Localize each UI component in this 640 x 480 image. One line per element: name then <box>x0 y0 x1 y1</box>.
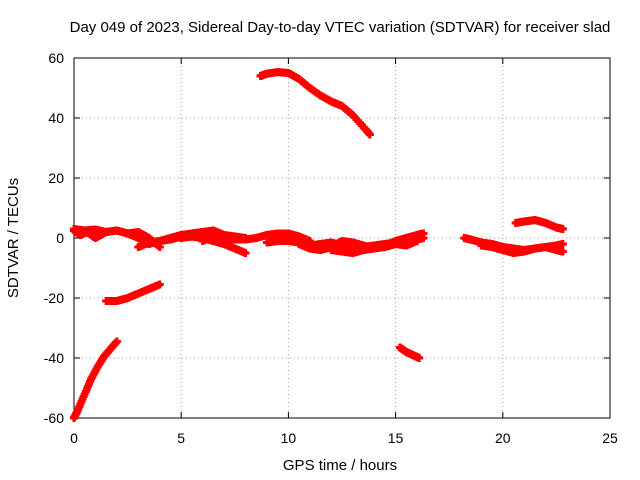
data-point <box>558 225 567 233</box>
y-tick-label: 40 <box>48 110 64 126</box>
data-point <box>558 247 567 256</box>
x-tick-label: 15 <box>388 430 404 446</box>
x-tick-label: 0 <box>70 430 78 446</box>
data-point <box>365 130 374 139</box>
y-tick-label: -60 <box>44 410 64 426</box>
series-seg-f <box>198 229 314 245</box>
y-tick-label: 20 <box>48 170 64 186</box>
series-seg-m <box>395 343 424 362</box>
series-seg-e <box>145 226 229 248</box>
y-tick-label: -40 <box>44 350 64 366</box>
x-tick-label: 20 <box>495 430 511 446</box>
series-seg-j <box>256 68 374 139</box>
series-seg-l <box>70 337 121 422</box>
y-tick-label: 0 <box>56 230 64 246</box>
data-point <box>112 337 121 346</box>
x-axis-label: GPS time / hours <box>283 457 397 474</box>
x-tick-label: 25 <box>602 430 618 446</box>
tick-layer: 0 5 10 15 20 25 -60 -40 -20 0 20 40 60 <box>44 50 618 446</box>
y-axis-label: SDTVAR / TECUs <box>5 178 22 298</box>
data-point <box>419 229 428 238</box>
series-seg-k <box>102 280 164 305</box>
series-seg-p <box>511 216 567 233</box>
y-tick-label: -20 <box>44 290 64 306</box>
series-seg-i <box>327 229 428 257</box>
data-point <box>415 354 424 362</box>
series-seg-o <box>477 241 567 257</box>
data-point <box>558 240 567 248</box>
data-layer <box>70 68 567 422</box>
x-tick-label: 10 <box>281 430 297 446</box>
chart-title: Day 049 of 2023, Sidereal Day-to-day VTE… <box>70 19 611 36</box>
data-point <box>241 249 250 257</box>
data-point <box>155 280 164 289</box>
x-tick-label: 5 <box>177 430 185 446</box>
y-tick-label: 60 <box>48 50 64 66</box>
